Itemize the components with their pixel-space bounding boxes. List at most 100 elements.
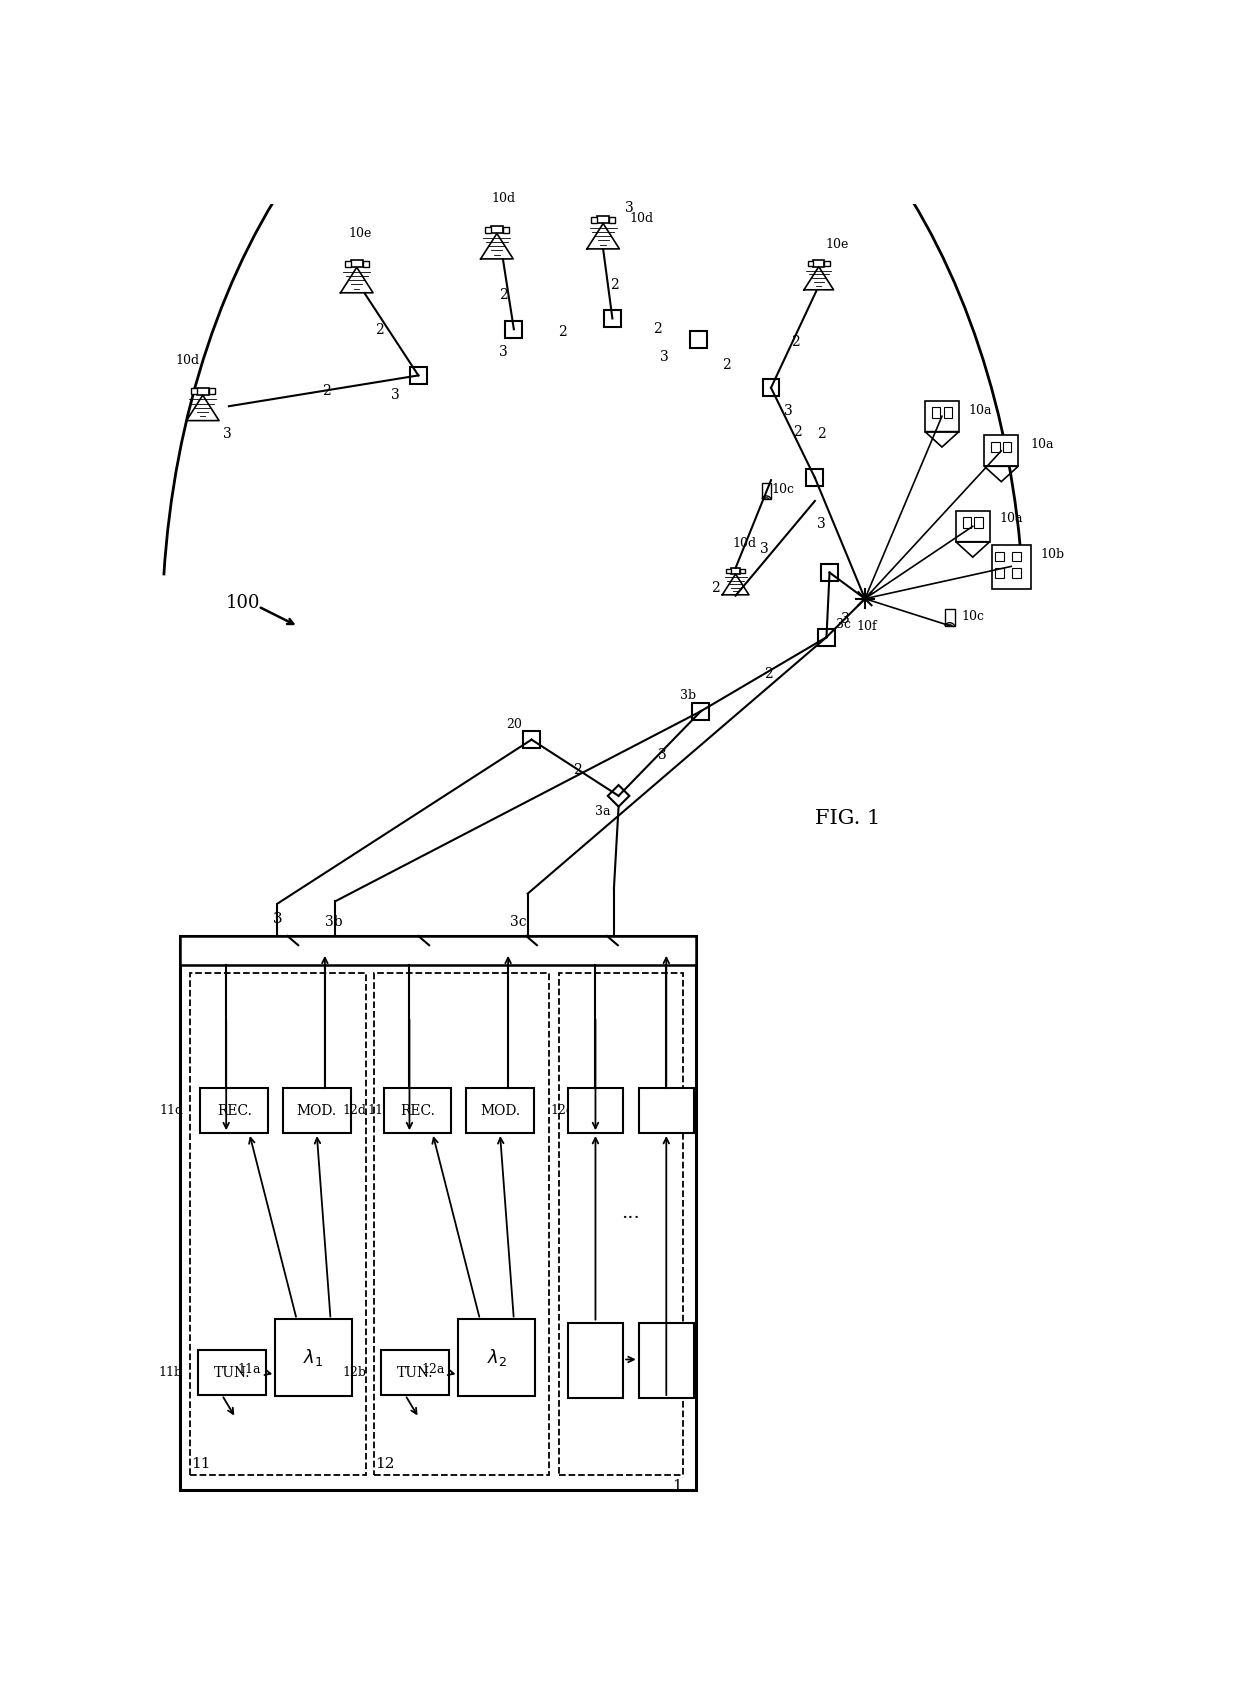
Text: REC.: REC. [217,1104,252,1118]
Text: 10d: 10d [630,211,653,225]
Bar [740,569,745,574]
Bar [763,380,780,397]
Bar [985,436,1018,467]
Bar [459,1319,536,1397]
Text: 3c: 3c [836,617,851,630]
Bar [925,400,959,431]
Bar [725,569,730,574]
Text: 11: 11 [191,1457,211,1471]
Text: 10c: 10c [771,482,795,496]
Text: TUN.: TUN. [397,1365,434,1380]
Bar [373,973,549,1476]
Text: 3: 3 [625,201,634,215]
Bar [283,1089,351,1133]
Text: 11a: 11a [238,1363,262,1377]
Bar [345,261,351,266]
Text: 2: 2 [573,763,582,777]
Text: 3: 3 [784,404,792,417]
Bar [806,469,823,486]
Text: 11c: 11c [367,1104,391,1118]
Bar [208,389,215,394]
Text: 10d: 10d [175,353,200,366]
Bar [485,227,491,233]
Bar [761,484,771,499]
Bar [956,511,990,542]
Text: $\lambda_1$: $\lambda_1$ [304,1348,324,1368]
Bar [991,441,999,453]
Text: 2: 2 [722,358,730,371]
Bar [1012,552,1021,561]
Text: 12d: 12d [342,1104,367,1118]
Bar [945,608,955,625]
Bar [351,261,362,268]
Text: 3: 3 [841,612,851,625]
Bar [201,1089,268,1133]
Text: 3b: 3b [680,688,696,702]
Text: 3b: 3b [325,915,342,929]
Bar [825,261,830,266]
Text: 12c: 12c [551,1104,574,1118]
Bar [410,366,427,383]
Bar [383,1089,451,1133]
Text: 10d: 10d [733,537,756,550]
Bar [591,216,598,223]
Text: 2: 2 [376,324,384,337]
Bar [691,331,707,348]
Text: FIG. 1: FIG. 1 [815,809,880,828]
Bar [180,935,696,964]
Bar [944,407,952,417]
Bar [730,567,740,574]
Text: 10a: 10a [1030,438,1054,452]
Text: 1: 1 [672,1479,682,1493]
Bar [382,1350,449,1396]
Text: 12a: 12a [422,1363,444,1377]
Text: 10c: 10c [961,610,985,624]
Bar [191,973,366,1476]
Text: 2: 2 [610,278,619,293]
Bar [503,227,508,233]
Bar [818,629,835,646]
Bar [639,1089,694,1133]
Bar [808,261,813,266]
Bar [821,564,838,581]
Text: ...: ... [621,1205,640,1222]
Bar [466,1089,534,1133]
Bar [931,407,940,417]
Bar [568,1322,624,1397]
Text: 10e: 10e [348,227,372,240]
Bar [568,1089,624,1133]
Text: 3: 3 [661,349,670,365]
Bar [975,516,983,528]
Bar [1012,569,1021,578]
Text: 2: 2 [652,322,661,336]
Text: MOD.: MOD. [480,1104,520,1118]
Text: 10b: 10b [1040,549,1065,561]
Text: 3c: 3c [510,915,527,929]
Bar [813,261,825,268]
Bar [558,973,683,1476]
Bar [992,545,1030,590]
Bar [994,552,1003,561]
Text: 2: 2 [498,288,507,302]
Text: 10a: 10a [999,513,1023,525]
Bar [197,389,208,395]
Text: 3: 3 [273,912,283,925]
Text: 10e: 10e [826,239,849,250]
Text: 3: 3 [817,516,826,532]
Text: 3: 3 [498,346,507,360]
Bar [1003,441,1012,453]
Bar [609,216,615,223]
Text: REC.: REC. [401,1104,435,1118]
Text: 2: 2 [764,668,773,682]
Text: $\lambda_2$: $\lambda_2$ [487,1348,507,1368]
Text: 2: 2 [321,383,330,397]
Text: 11d: 11d [160,1104,184,1118]
Text: 11b: 11b [159,1367,182,1379]
Text: 3: 3 [391,389,399,402]
Bar [275,1319,352,1397]
Bar [362,261,368,266]
Text: 3a: 3a [595,804,611,818]
Text: 12: 12 [374,1457,394,1471]
Bar [604,310,621,327]
Text: 10f: 10f [856,620,877,632]
